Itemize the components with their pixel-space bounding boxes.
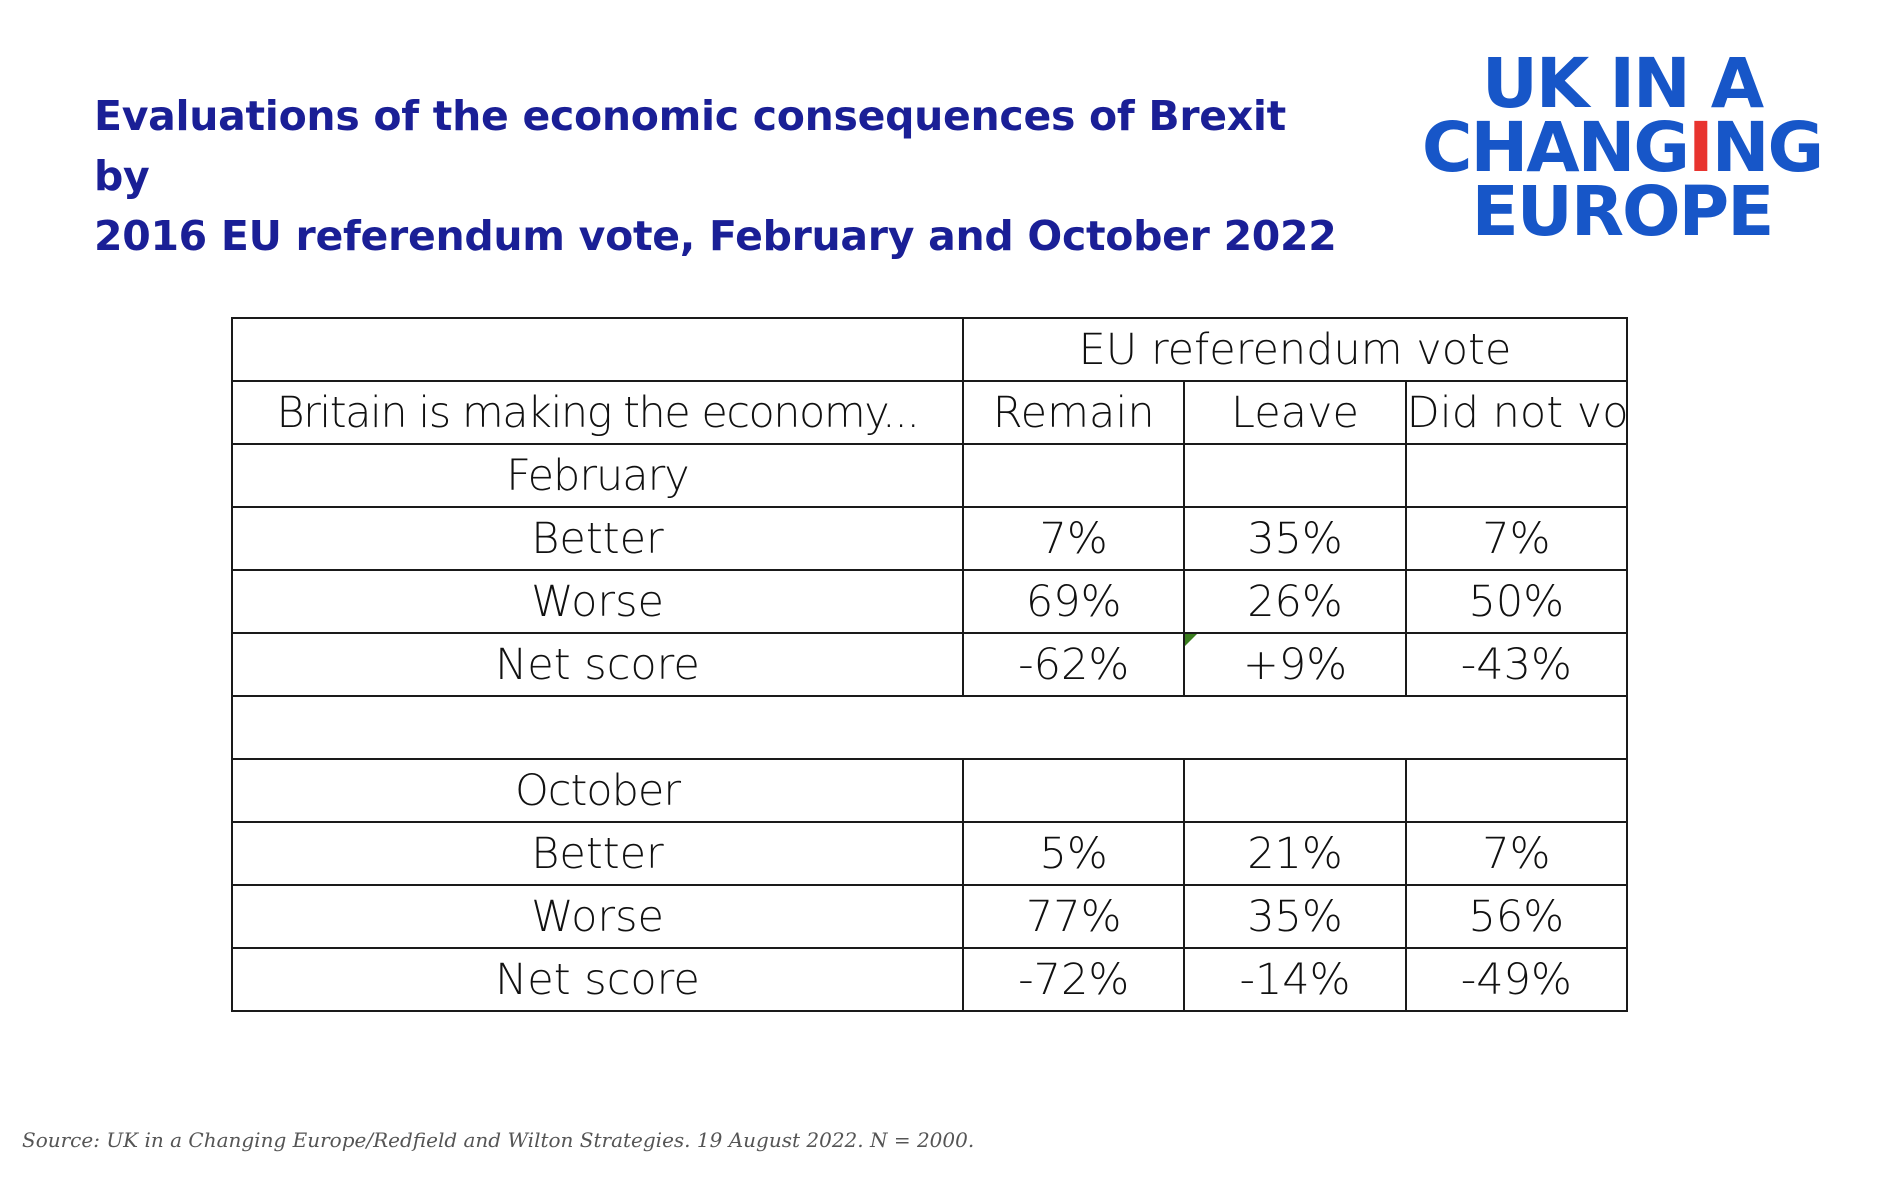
row-label: Better — [231, 821, 964, 886]
logo-line-3: EUROPE — [1471, 172, 1775, 252]
value-cell: 35% — [1183, 884, 1407, 949]
row-label: Worse — [231, 884, 964, 949]
logo-text: CH — [1421, 108, 1528, 188]
chart-title-line-2: 2016 EU referendum vote, February and Oc… — [94, 212, 1337, 260]
net-score-cell: -62% — [961, 632, 1186, 697]
empty-cell — [961, 758, 1186, 823]
value-cell: 69% — [961, 569, 1186, 634]
section-label: October — [231, 758, 964, 823]
row-label: Better — [231, 506, 964, 571]
group-header-row: EU referendum vote — [231, 317, 1628, 382]
empty-cell — [1404, 443, 1629, 508]
logo-text: A — [1526, 108, 1579, 188]
empty-cell — [1183, 443, 1407, 508]
chart-title: Evaluations of the economic consequences… — [94, 86, 1344, 266]
column-header-remain: Remain — [961, 380, 1186, 445]
column-header-did-not-vote: Did not vote — [1404, 380, 1629, 445]
value-cell: 21% — [1183, 821, 1407, 886]
empty-cell — [1183, 758, 1407, 823]
chart-title-line-1: Evaluations of the economic consequences… — [94, 92, 1286, 200]
uk-in-a-changing-europe-logo: UK IN A CHANGING EUROPE — [1412, 44, 1832, 252]
logo-text: NG — [1711, 108, 1824, 188]
value-cell: 7% — [1404, 506, 1629, 571]
value-cell: 7% — [1404, 821, 1629, 886]
section-row-february: February — [231, 443, 1629, 508]
logo-line-1: UK IN A — [1481, 44, 1764, 124]
column-header-row: Britain is making the economy... Remain … — [231, 380, 1629, 445]
logo-text: NG — [1577, 108, 1690, 188]
table-row: Worse 77% 35% 56% — [231, 884, 1629, 949]
section-label: February — [231, 443, 964, 508]
value-cell: 50% — [1404, 569, 1629, 634]
table-row: Better 5% 21% 7% — [231, 821, 1629, 886]
row-label: Net score — [231, 632, 964, 697]
results-table: EU referendum vote Britain is making the… — [231, 317, 1629, 1012]
empty-cell — [1404, 758, 1629, 823]
group-header: EU referendum vote — [962, 317, 1628, 382]
value-cell: 26% — [1183, 569, 1407, 634]
section-row-october: October — [231, 758, 1629, 823]
empty-header-cell — [231, 317, 964, 382]
net-score-cell: -14% — [1183, 947, 1407, 1012]
spacer-row — [231, 695, 1628, 760]
value-cell: 7% — [961, 506, 1186, 571]
spacer-cell — [231, 695, 1628, 760]
row-label: Worse — [231, 569, 964, 634]
logo-accent-letter: I — [1688, 108, 1714, 188]
column-header-leave: Leave — [1183, 380, 1407, 445]
value-cell: 56% — [1404, 884, 1629, 949]
value-cell: 35% — [1183, 506, 1407, 571]
table-row: Net score -72% -14% -49% — [231, 947, 1629, 1012]
net-score-cell: -43% — [1404, 632, 1629, 697]
value-cell: 5% — [961, 821, 1186, 886]
net-score-cell: -49% — [1404, 947, 1629, 1012]
table-row: Net score -62% +9% -43% — [231, 632, 1629, 697]
logo-line-2: CHANGING — [1412, 114, 1832, 183]
table-row: Better 7% 35% 7% — [231, 506, 1629, 571]
empty-cell — [961, 443, 1186, 508]
net-score-cell: -72% — [961, 947, 1186, 1012]
row-header: Britain is making the economy... — [231, 380, 964, 445]
net-score-cell: +9% — [1183, 632, 1407, 697]
value-cell: 77% — [961, 884, 1186, 949]
row-label: Net score — [231, 947, 964, 1012]
source-note: Source: UK in a Changing Europe/Redfield… — [22, 1128, 975, 1152]
table-row: Worse 69% 26% 50% — [231, 569, 1629, 634]
